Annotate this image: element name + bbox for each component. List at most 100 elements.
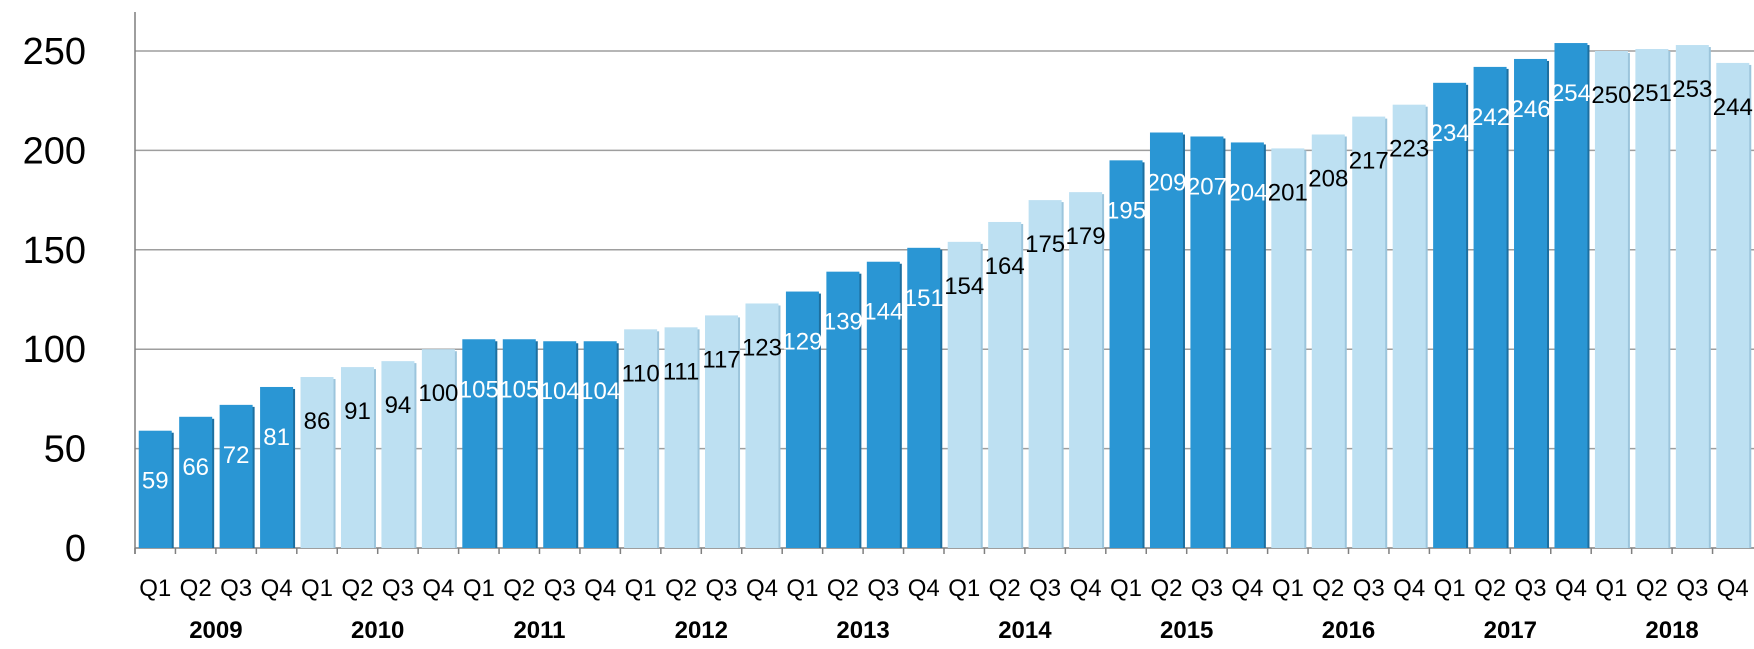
data-label: 104 [540, 378, 580, 405]
data-label: 94 [385, 392, 412, 419]
data-label: 254 [1551, 80, 1591, 107]
data-label: 207 [1187, 173, 1227, 200]
x-tick-label-year: 2017 [1484, 617, 1537, 644]
bar [583, 341, 617, 548]
data-label: 104 [580, 378, 620, 405]
data-label: 66 [182, 454, 209, 481]
bar [1473, 66, 1507, 549]
x-tick-label-quarter: Q3 [867, 575, 899, 602]
bar [745, 303, 779, 548]
x-tick-label-quarter: Q2 [1150, 575, 1182, 602]
data-label: 139 [823, 309, 863, 336]
data-label: 59 [142, 468, 169, 495]
x-tick-label-quarter: Q2 [1636, 575, 1668, 602]
x-tick-label-quarter: Q4 [422, 575, 454, 602]
data-label: 81 [263, 424, 290, 451]
x-tick-label-quarter: Q4 [1717, 575, 1749, 602]
x-tick-label-quarter: Q1 [948, 575, 980, 602]
bar [785, 291, 819, 548]
data-label: 250 [1591, 82, 1631, 109]
bar [866, 261, 900, 548]
bar [462, 339, 496, 548]
bar [1433, 82, 1467, 549]
y-tick-label: 100 [23, 329, 86, 371]
data-label: 217 [1349, 148, 1389, 175]
y-axis-tick-labels: 0 50 100 150 200 250 [23, 31, 86, 570]
bar [138, 430, 172, 548]
x-tick-label-quarter: Q1 [463, 575, 495, 602]
x-tick-label-quarter: Q4 [261, 575, 293, 602]
bar [1069, 192, 1103, 548]
data-label: 244 [1713, 94, 1753, 121]
bar [1311, 134, 1345, 548]
x-tick-label-quarter: Q3 [1515, 575, 1547, 602]
data-label: 72 [223, 442, 250, 469]
x-tick-label-quarter: Q1 [1595, 575, 1627, 602]
x-tick-label-quarter: Q2 [1312, 575, 1344, 602]
x-tick-label-quarter: Q4 [1555, 575, 1587, 602]
bar [1109, 160, 1143, 548]
bar [260, 386, 294, 548]
x-tick-label-quarter: Q1 [786, 575, 818, 602]
bar [1149, 132, 1183, 548]
bar [1190, 136, 1224, 548]
x-tick-label-quarter: Q1 [139, 575, 171, 602]
data-label: 111 [663, 358, 699, 385]
x-tick-label-year: 2013 [836, 617, 889, 644]
bar [179, 416, 213, 548]
bar [502, 339, 536, 548]
x-tick-label-year: 2009 [189, 617, 242, 644]
data-label: 110 [621, 360, 659, 387]
data-label: 123 [742, 334, 782, 361]
x-tick-label-year: 2016 [1322, 617, 1375, 644]
bar [1514, 58, 1548, 549]
bar [1028, 200, 1062, 548]
x-tick-label-quarter: Q4 [584, 575, 616, 602]
data-label: 151 [904, 285, 944, 312]
bar [1554, 43, 1588, 548]
bar [1230, 142, 1264, 548]
data-label: 223 [1389, 136, 1429, 163]
data-label: 91 [344, 398, 371, 425]
x-tick-label-quarter: Q3 [220, 575, 252, 602]
data-label: 246 [1511, 96, 1551, 123]
bar [988, 221, 1022, 548]
x-tick-label-year: 2010 [351, 617, 404, 644]
x-tick-label-quarter: Q3 [1029, 575, 1061, 602]
bar [1716, 62, 1750, 548]
x-tick-label-quarter: Q1 [1434, 575, 1466, 602]
bar [1635, 49, 1669, 549]
data-label: 117 [702, 346, 740, 373]
bar [1271, 148, 1305, 549]
x-tick-label-quarter: Q3 [1676, 575, 1708, 602]
x-tick-label-quarter: Q2 [989, 575, 1021, 602]
bars [138, 43, 1752, 549]
x-axis-tick-labels: Q1 Q2 Q3 Q4 Q1 Q2 Q3 Q4 Q1 Q2 Q3 Q4 Q1 Q2 Q3 Q4 Q1 Q2 Q3 Q4… [139, 575, 1749, 644]
data-label: 100 [418, 380, 458, 407]
x-tick-label-quarter: Q3 [544, 575, 576, 602]
bar [1675, 45, 1709, 548]
data-label: 164 [985, 253, 1025, 280]
bar [1392, 104, 1426, 549]
x-tick-label-year: 2011 [513, 617, 565, 644]
x-tick-label-quarter: Q4 [908, 575, 940, 602]
data-label: 253 [1672, 76, 1712, 103]
bar [421, 349, 455, 548]
x-tick-label-quarter: Q2 [180, 575, 212, 602]
data-label: 204 [1227, 179, 1267, 206]
data-label: 144 [863, 299, 903, 326]
bar [664, 327, 698, 548]
data-label: 208 [1308, 165, 1348, 192]
bar [1594, 51, 1628, 548]
bar [624, 329, 658, 548]
bar [219, 404, 253, 548]
data-label: 209 [1146, 170, 1186, 197]
x-tick-label-year: 2012 [675, 617, 728, 644]
y-tick-label: 150 [23, 230, 86, 272]
data-label: 105 [499, 376, 539, 403]
data-label: 234 [1430, 120, 1470, 147]
bar [543, 341, 577, 548]
y-tick-label: 50 [44, 429, 86, 471]
